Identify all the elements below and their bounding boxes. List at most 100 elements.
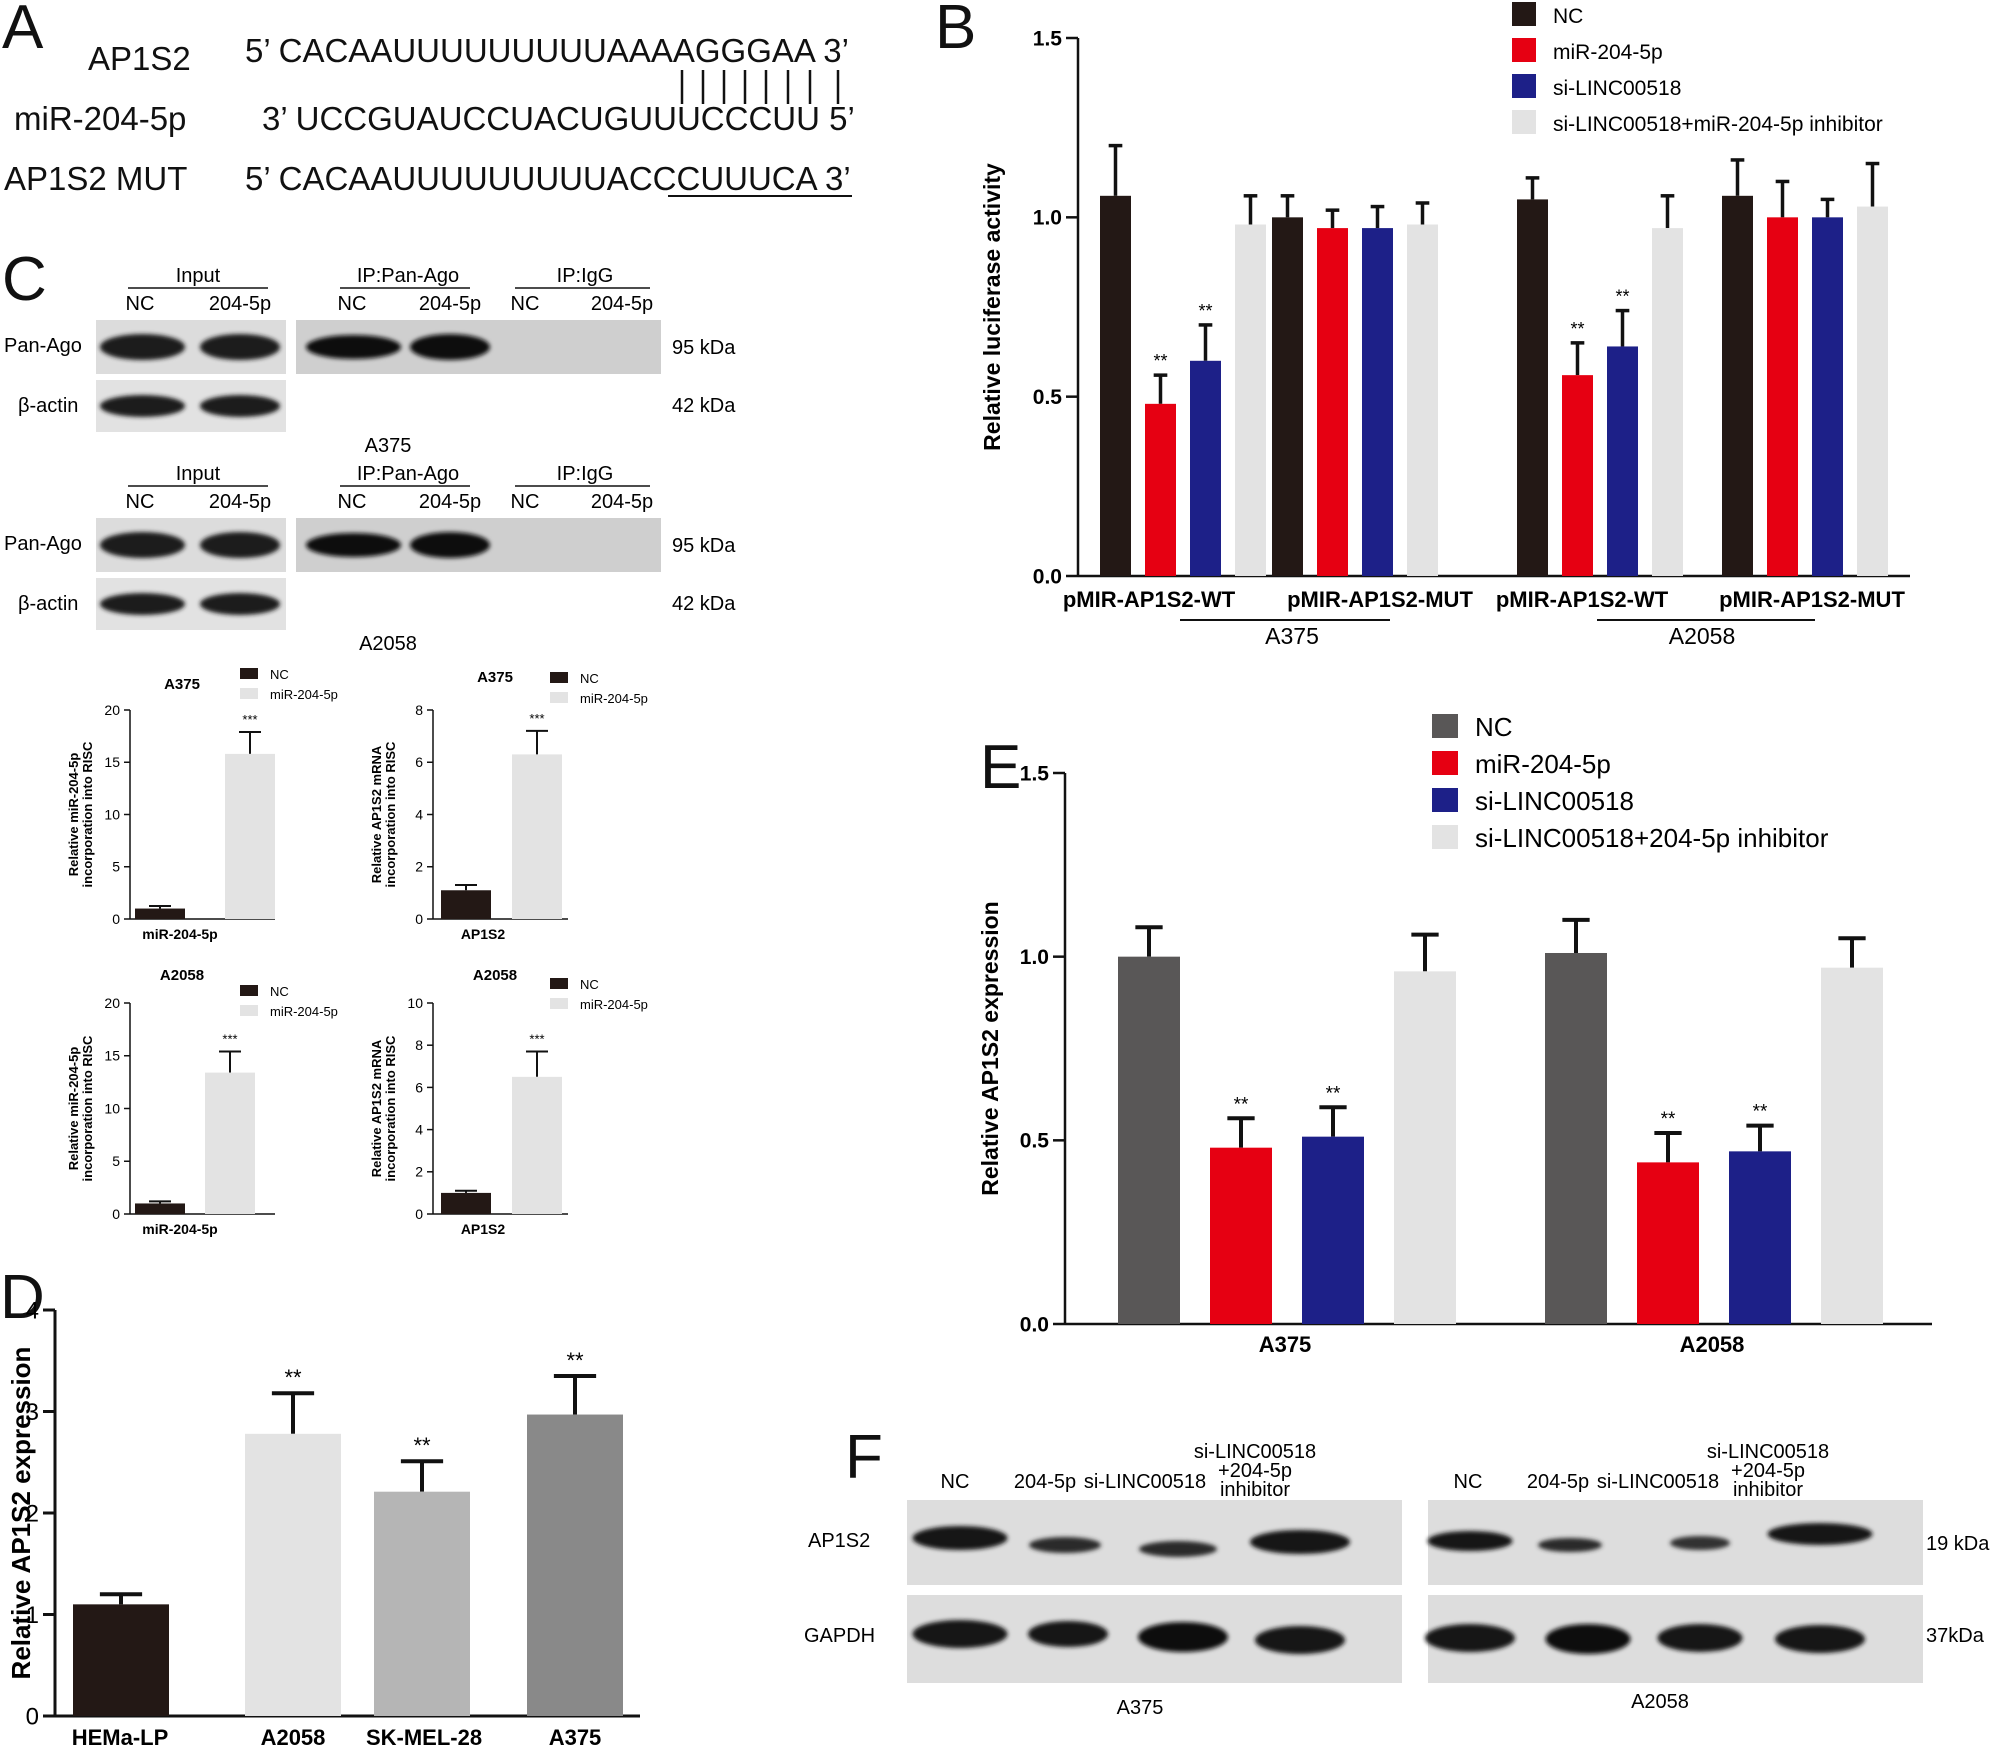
blot-cell-line-label: A375 bbox=[365, 435, 412, 457]
legend-label: NC bbox=[270, 667, 289, 682]
legend-label: si-LINC00518+miR-204-5p inhibitor bbox=[1553, 113, 1883, 136]
group-label: A375 bbox=[1265, 623, 1319, 649]
panel-d: D 0 1 2 3 4 Relative AP1S2 expression ** ** ** HE… bbox=[0, 1263, 640, 1748]
panel-c: C Input NC 204-5p IP:Pan-Ago NC 204-5p IP:IgG N… bbox=[2, 245, 736, 1237]
panel-f: F NC 204-5p si-LINC00518si-LINC00518+204-5… bbox=[804, 1423, 1990, 1719]
panel-e: E 0.0 0.5 1.0 1.5 Relative AP1S2 expression *… bbox=[977, 712, 1932, 1357]
blot-band bbox=[1028, 1621, 1108, 1647]
y-tick-label: 20 bbox=[104, 995, 120, 1011]
blot-lane-label: NC bbox=[126, 491, 155, 513]
legend-swatch bbox=[1512, 2, 1536, 26]
bar bbox=[1517, 199, 1548, 576]
blot-header-ip-igg: IP:IgG bbox=[557, 265, 614, 287]
y-tick-label: 0.5 bbox=[1020, 1130, 1050, 1153]
significance-label: ** bbox=[1234, 1094, 1249, 1115]
legend-swatch bbox=[550, 672, 568, 683]
legend-label: NC bbox=[1475, 712, 1513, 742]
significance-label: ** bbox=[1753, 1102, 1768, 1123]
blot-row-label: GAPDH bbox=[804, 1625, 875, 1647]
y-tick-label: 0 bbox=[26, 1703, 39, 1730]
lane-label: 204-5p bbox=[1014, 1471, 1076, 1493]
y-tick-label: 2 bbox=[26, 1500, 39, 1527]
blot-header-ip-igg: IP:IgG bbox=[557, 463, 614, 485]
ap1s2-expression-cell-lines-chart: 0 1 2 3 4 Relative AP1S2 expression ** ** ** HEMa… bbox=[6, 1297, 640, 1748]
lane-label: si-LINC00518 bbox=[1707, 1441, 1829, 1463]
y-tick-label: 0 bbox=[112, 911, 120, 927]
x-category-label: SK-MEL-28 bbox=[366, 1725, 482, 1748]
blot-band bbox=[1029, 1537, 1101, 1553]
blot-cell-line-label: A2058 bbox=[359, 633, 417, 655]
blot-band bbox=[1139, 1541, 1217, 1557]
bar bbox=[1118, 956, 1180, 1324]
y-tick-label: 2 bbox=[415, 859, 423, 875]
y-axis-label-line: Relative miR-204-5p bbox=[66, 1047, 81, 1171]
x-category-label: A375 bbox=[549, 1725, 602, 1748]
legend-swatch bbox=[550, 692, 568, 703]
risc-chart-c4: 0 2 4 6 8 10 Relative AP1S2 mRNAincorporation … bbox=[369, 967, 648, 1237]
lane-label: NC bbox=[1454, 1471, 1483, 1493]
lane-label: 204-5p bbox=[1527, 1471, 1589, 1493]
ap1s2-expression-treatment-chart: 0.0 0.5 1.0 1.5 Relative AP1S2 expression ** *… bbox=[977, 712, 1932, 1357]
y-tick-label: 20 bbox=[104, 702, 120, 718]
bar bbox=[1722, 195, 1753, 576]
significance-label: *** bbox=[529, 1032, 544, 1047]
significance-label: ** bbox=[1615, 287, 1629, 307]
legend-label: NC bbox=[580, 977, 599, 992]
y-tick-label: 0.0 bbox=[1033, 565, 1062, 588]
chart-title: A2058 bbox=[473, 967, 517, 984]
y-tick-label: 5 bbox=[112, 859, 120, 875]
bar bbox=[1652, 228, 1683, 577]
legend-swatch bbox=[550, 978, 568, 989]
bar bbox=[527, 1414, 623, 1716]
blot-lane-label: NC bbox=[511, 491, 540, 513]
base-pairing-lines bbox=[680, 70, 840, 104]
x-category-label: miR-204-5p bbox=[142, 1221, 217, 1237]
blot-lane-label: 204-5p bbox=[419, 491, 481, 513]
blot-size-label: 19 kDa bbox=[1926, 1533, 1990, 1555]
blot-row-label: Pan-Ago bbox=[4, 533, 82, 555]
y-tick-label: 3 bbox=[26, 1399, 39, 1426]
y-axis-label: Relative AP1S2 mRNAincorporation into RI… bbox=[369, 1035, 398, 1181]
panel-d-label: D bbox=[0, 1263, 45, 1332]
significance-label: ** bbox=[1661, 1109, 1676, 1130]
lane-label: si-LINC00518 bbox=[1084, 1471, 1206, 1493]
panel-a-label: A bbox=[2, 0, 44, 62]
bar bbox=[512, 754, 562, 919]
legend-label: si-LINC00518 bbox=[1553, 77, 1681, 100]
bar bbox=[441, 890, 491, 919]
blot-lane-label: NC bbox=[126, 293, 155, 315]
legend-swatch bbox=[1432, 714, 1458, 738]
blot-band bbox=[1670, 1536, 1730, 1550]
y-tick-label: 1.5 bbox=[1033, 27, 1063, 50]
bar bbox=[135, 908, 185, 919]
bar bbox=[1210, 1147, 1272, 1324]
y-tick-label: 4 bbox=[415, 1122, 423, 1138]
y-tick-label: 6 bbox=[415, 1079, 423, 1095]
bar bbox=[1545, 952, 1607, 1324]
blot-band bbox=[200, 532, 280, 558]
x-category-label: AP1S2 bbox=[461, 1221, 506, 1237]
x-category-label: AP1S2 bbox=[461, 926, 506, 942]
rip-western-blots: Input NC 204-5p IP:Pan-Ago NC 204-5p IP:IgG NC 2… bbox=[4, 265, 736, 655]
blot-band bbox=[200, 593, 280, 615]
legend-swatch bbox=[550, 998, 568, 1009]
y-axis-label: Relative AP1S2 expression bbox=[977, 901, 1003, 1195]
risc-chart-c3: 0 5 10 15 20 Relative miR-204-5pincorporation… bbox=[66, 967, 338, 1237]
legend-label: miR-204-5p bbox=[1553, 41, 1663, 64]
blot-band bbox=[1138, 1622, 1228, 1652]
panel-c-label: C bbox=[2, 245, 47, 314]
blot-band bbox=[1427, 1531, 1513, 1551]
y-tick-label: 1.0 bbox=[1020, 946, 1049, 969]
y-tick-label: 0 bbox=[112, 1206, 120, 1222]
significance-label: ** bbox=[1153, 351, 1167, 371]
x-category-label: A2058 bbox=[261, 1725, 326, 1748]
y-tick-label: 15 bbox=[104, 754, 120, 770]
chart-title: A375 bbox=[477, 669, 513, 686]
legend-label: miR-204-5p bbox=[580, 997, 648, 1012]
blot-band bbox=[912, 1526, 1008, 1550]
significance-label: ** bbox=[566, 1348, 584, 1373]
blot-band bbox=[1250, 1530, 1350, 1554]
y-axis-label: Relative miR-204-5pincorporation into RI… bbox=[66, 1035, 95, 1181]
